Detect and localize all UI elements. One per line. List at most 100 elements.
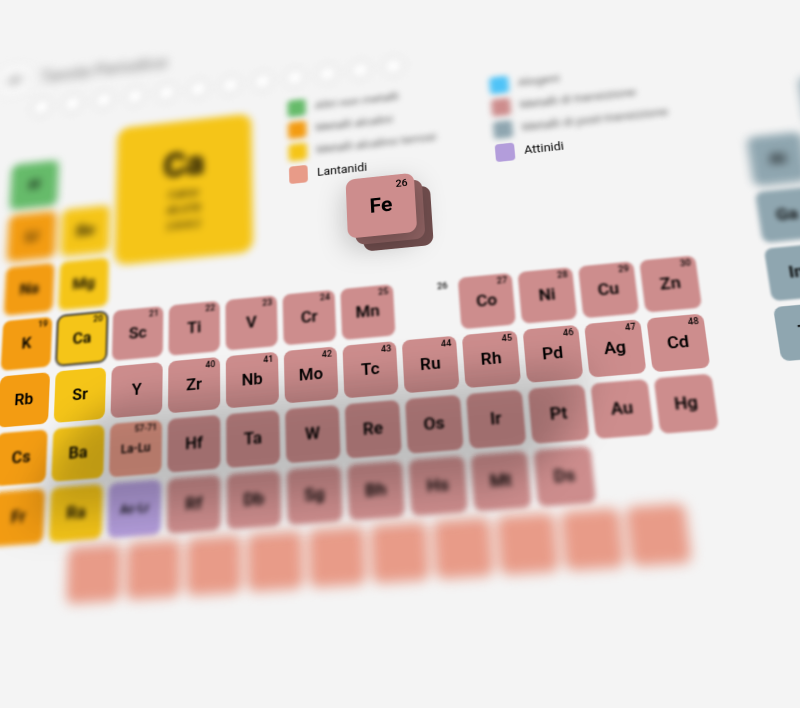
element-cell[interactable] bbox=[370, 522, 430, 584]
element-symbol: Fr bbox=[10, 507, 26, 528]
element-cell[interactable]: 30Zn bbox=[639, 255, 702, 312]
element-cell[interactable]: Na bbox=[4, 263, 55, 316]
element-cell[interactable]: Rf bbox=[167, 475, 221, 534]
element-cell[interactable]: Os bbox=[405, 395, 464, 454]
atomic-number: 23 bbox=[262, 298, 272, 308]
element-cell[interactable] bbox=[433, 517, 494, 579]
element-symbol: Y bbox=[132, 380, 142, 400]
element-cell[interactable] bbox=[625, 503, 692, 567]
element-cell[interactable]: H bbox=[9, 160, 59, 211]
element-cell[interactable]: Mt bbox=[470, 451, 531, 512]
element-cell[interactable]: Cs bbox=[0, 429, 48, 486]
atomic-number: 28 bbox=[557, 270, 568, 280]
atomic-number: 21 bbox=[149, 309, 159, 319]
element-cell[interactable]: Pt bbox=[528, 384, 590, 444]
element-cell[interactable]: In bbox=[764, 243, 800, 301]
element-cell[interactable]: 57-71La-Lu bbox=[109, 420, 162, 478]
element-cell[interactable]: Bh bbox=[347, 460, 405, 520]
element-cell[interactable]: 41Nb bbox=[226, 352, 279, 409]
element-symbol: Ac-Lr bbox=[120, 500, 149, 516]
element-cell[interactable]: 24Cr bbox=[283, 290, 337, 346]
element-cell[interactable]: Al bbox=[746, 132, 800, 187]
highlighted-number: 26 bbox=[395, 177, 408, 190]
element-symbol: Ni bbox=[538, 285, 557, 306]
element-cell[interactable]: 46Pd bbox=[523, 325, 584, 383]
element-cell[interactable]: Be bbox=[60, 205, 110, 257]
element-cell[interactable]: Li bbox=[7, 211, 57, 263]
element-cell[interactable]: Tl bbox=[773, 302, 800, 361]
element-cell[interactable]: Db bbox=[227, 470, 282, 530]
element-cell[interactable]: 23V bbox=[225, 295, 277, 350]
hamburger-icon[interactable] bbox=[0, 64, 31, 96]
atomic-number: 20 bbox=[93, 315, 103, 325]
legend-swatch bbox=[287, 99, 306, 118]
element-cell[interactable]: Mg bbox=[58, 257, 109, 310]
element-symbol: Ru bbox=[420, 354, 442, 375]
element-cell[interactable]: 22 Ti bbox=[168, 301, 219, 356]
element-cell[interactable]: Hs bbox=[408, 456, 468, 517]
element-cell[interactable]: 19K bbox=[1, 317, 53, 371]
element-cell[interactable] bbox=[126, 539, 181, 600]
highlighted-element[interactable]: 26 Fe bbox=[346, 173, 418, 239]
element-symbol: Ca bbox=[72, 328, 91, 348]
element-cell[interactable]: Ba bbox=[51, 425, 104, 482]
element-cell[interactable]: Ir bbox=[466, 389, 526, 448]
element-cell[interactable]: Sr bbox=[54, 367, 106, 423]
element-cell[interactable] bbox=[247, 531, 303, 592]
element-cell[interactable]: Au bbox=[590, 379, 654, 439]
element-cell[interactable]: Hg bbox=[654, 374, 719, 434]
element-cell[interactable]: 21Sc bbox=[112, 306, 163, 361]
element-cell[interactable]: Re bbox=[345, 400, 402, 459]
element-cell[interactable]: 48Cd bbox=[646, 313, 710, 372]
element-symbol: Sr bbox=[72, 385, 88, 405]
element-cell[interactable]: Ra bbox=[49, 484, 103, 543]
element-symbol: Nb bbox=[242, 369, 263, 390]
element-cell[interactable]: Sg bbox=[286, 465, 343, 525]
element-cell[interactable]: Fr bbox=[0, 488, 45, 547]
element-cell[interactable]: 26 bbox=[399, 279, 456, 335]
element-cell[interactable]: 29Cu bbox=[578, 261, 639, 318]
element-cell[interactable]: Ga bbox=[755, 187, 800, 243]
element-symbol: Al bbox=[768, 149, 787, 169]
atomic-number: 27 bbox=[497, 276, 508, 286]
element-cell[interactable]: Ds bbox=[533, 446, 596, 507]
element-cell[interactable]: 27Co bbox=[458, 273, 516, 330]
element-cell[interactable]: 40Zr bbox=[168, 357, 220, 414]
element-cell[interactable] bbox=[560, 508, 625, 571]
element-symbol: Hf bbox=[185, 433, 203, 454]
element-cell[interactable]: 25 Mn bbox=[340, 284, 395, 340]
element-cell[interactable]: Hf bbox=[167, 415, 220, 473]
atomic-number: 25 bbox=[378, 287, 388, 297]
element-symbol: Ti bbox=[187, 318, 201, 338]
element-cell[interactable]: W bbox=[285, 405, 341, 464]
atomic-number: 45 bbox=[501, 334, 512, 345]
legend-label: Alogeni bbox=[517, 72, 560, 89]
element-cell[interactable]: 20Ca bbox=[56, 311, 108, 366]
element-cell[interactable]: Ta bbox=[226, 410, 280, 468]
element-cell[interactable]: Y bbox=[110, 362, 162, 418]
element-symbol: Cr bbox=[301, 307, 318, 327]
element-cell[interactable]: Rb bbox=[0, 372, 50, 428]
element-symbol: Li bbox=[25, 227, 38, 246]
element-cell[interactable]: 47Ag bbox=[584, 319, 646, 378]
element-cell[interactable] bbox=[496, 512, 559, 575]
element-cell[interactable]: 28Ni bbox=[518, 267, 578, 324]
element-cell[interactable]: Ac-Lr bbox=[107, 479, 161, 538]
element-symbol: Co bbox=[475, 290, 497, 311]
element-cell[interactable]: 44Ru bbox=[402, 336, 460, 394]
element-cell[interactable] bbox=[308, 526, 366, 588]
element-symbol: Cu bbox=[597, 279, 620, 300]
element-cell[interactable]: 45Rh bbox=[462, 330, 521, 388]
element-cell[interactable] bbox=[186, 535, 241, 596]
element-cell[interactable]: 43Tc bbox=[342, 341, 398, 398]
element-symbol: Ds bbox=[553, 465, 576, 488]
element-symbol: Mn bbox=[355, 301, 380, 322]
atomic-number: 43 bbox=[381, 344, 392, 355]
element-symbol: Hs bbox=[426, 475, 449, 498]
element-cell[interactable]: 42Mo bbox=[284, 346, 339, 403]
element-symbol: Ra bbox=[66, 502, 86, 524]
element-cell[interactable] bbox=[66, 544, 121, 604]
atomic-number: 42 bbox=[322, 350, 332, 361]
element-symbol: Sg bbox=[304, 484, 325, 506]
atomic-number: 22 bbox=[205, 304, 215, 314]
